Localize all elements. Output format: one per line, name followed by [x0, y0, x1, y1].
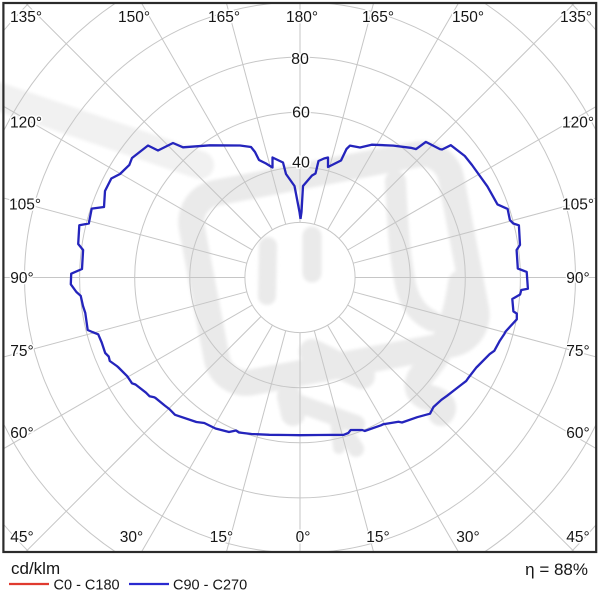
svg-text:165°: 165°: [362, 9, 394, 26]
svg-text:45°: 45°: [10, 529, 33, 546]
svg-text:15°: 15°: [210, 529, 233, 546]
svg-text:15°: 15°: [366, 529, 389, 546]
svg-text:165°: 165°: [208, 9, 240, 26]
svg-text:90°: 90°: [566, 270, 589, 287]
svg-text:105°: 105°: [562, 197, 594, 214]
svg-text:120°: 120°: [10, 115, 42, 132]
svg-text:90°: 90°: [10, 270, 33, 287]
svg-text:150°: 150°: [118, 9, 150, 26]
svg-text:30°: 30°: [120, 529, 143, 546]
svg-text:135°: 135°: [10, 9, 42, 26]
svg-text:η = 88%: η = 88%: [525, 560, 588, 579]
svg-text:180°: 180°: [286, 9, 318, 26]
svg-text:45°: 45°: [566, 529, 589, 546]
svg-text:75°: 75°: [10, 343, 33, 360]
svg-text:105°: 105°: [9, 197, 41, 214]
svg-text:60°: 60°: [566, 425, 589, 442]
svg-text:40: 40: [292, 155, 310, 172]
svg-text:0°: 0°: [296, 529, 311, 546]
svg-text:135°: 135°: [560, 9, 592, 26]
svg-text:C90 - C270: C90 - C270: [173, 578, 247, 594]
svg-text:cd/klm: cd/klm: [11, 559, 60, 578]
svg-text:75°: 75°: [566, 343, 589, 360]
svg-text:120°: 120°: [562, 115, 594, 132]
svg-text:C0 - C180: C0 - C180: [54, 578, 120, 594]
svg-text:80: 80: [291, 51, 309, 68]
svg-text:150°: 150°: [452, 9, 484, 26]
svg-text:60: 60: [292, 105, 310, 122]
svg-text:60°: 60°: [10, 425, 33, 442]
svg-text:30°: 30°: [456, 529, 479, 546]
